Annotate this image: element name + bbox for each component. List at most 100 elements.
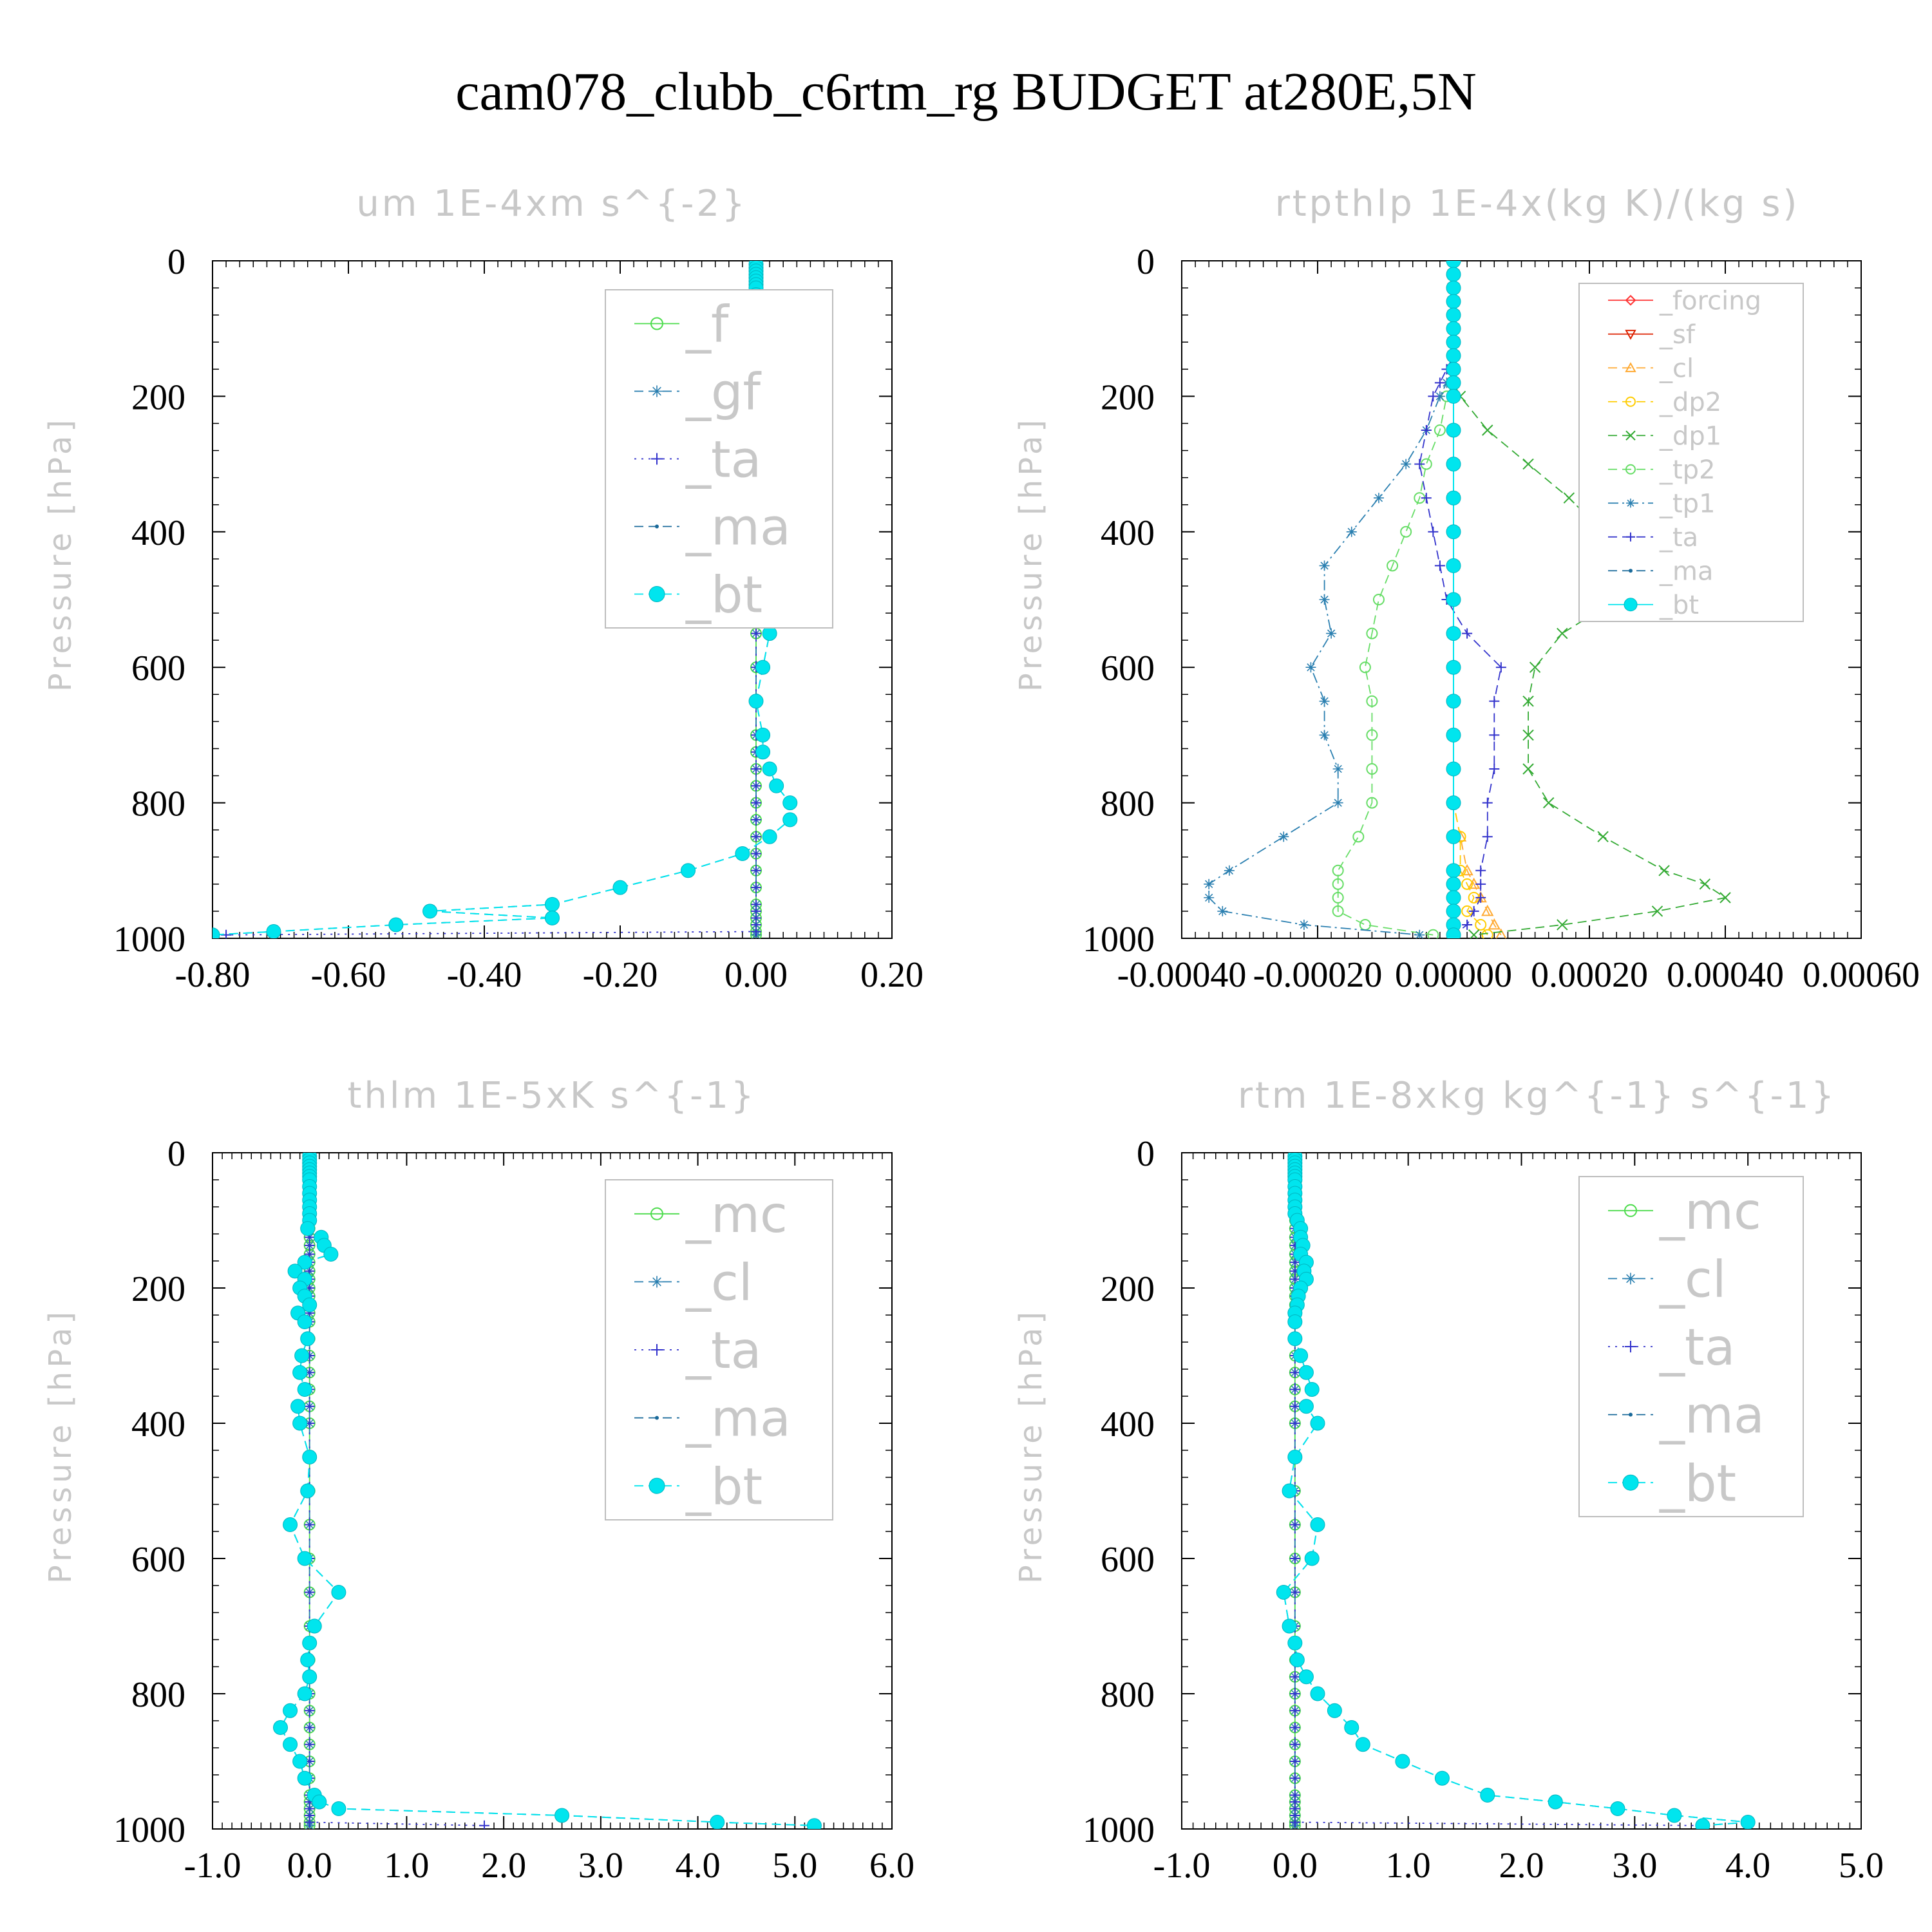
series-bt-point	[294, 1348, 310, 1363]
series-tp2-point	[1366, 763, 1378, 775]
series-tp1-line	[1208, 261, 1454, 936]
legend-item: _ta	[1608, 523, 1698, 553]
legend-label: _ma	[1659, 1387, 1765, 1445]
series-bt-point	[302, 1635, 317, 1651]
legend-marker	[1625, 362, 1636, 372]
series-bt-point	[545, 910, 560, 925]
legend-marker	[1625, 464, 1636, 475]
series-layer	[273, 1153, 822, 1829]
series-ta-point	[304, 1722, 315, 1733]
series-ta-point	[1475, 892, 1486, 903]
series-tp1-point	[1224, 865, 1235, 876]
series-bt-point	[755, 727, 771, 743]
legend-item: _bt	[634, 567, 762, 625]
y-tick-label: 200	[131, 1269, 185, 1309]
panel-rtpthlp: rtpthlp 1E-4x(kg K)/(kg s) Pressure [hPa…	[1013, 183, 1920, 995]
legend-item: _gf	[634, 364, 762, 422]
legend-marker	[1625, 294, 1636, 306]
legend-label: _ta	[1659, 1319, 1735, 1377]
y-tick-label: 600	[1101, 649, 1155, 688]
legend-label: _cl	[685, 1254, 753, 1312]
series-bt-point	[1298, 1399, 1314, 1414]
x-tick-label: 2.0	[1499, 1846, 1544, 1886]
series-ta-point	[751, 814, 761, 825]
y-tick-label: 400	[131, 513, 185, 553]
series-dp2-point	[1461, 878, 1473, 890]
legend-label: _dp1	[1659, 422, 1721, 451]
series-ta-point	[1289, 1756, 1300, 1766]
legend-item: _dp1	[1608, 422, 1721, 451]
y-axis-label: Pressure [hPa]	[1013, 416, 1049, 692]
legend-label: _ta	[1659, 523, 1698, 553]
series-dp1-point	[1699, 878, 1711, 890]
x-tick-label: 1.0	[384, 1846, 429, 1886]
series-ta-point	[1289, 1367, 1300, 1378]
series-bt-point	[331, 1801, 346, 1816]
series-bt	[273, 1153, 822, 1829]
legend-item: _bt	[634, 1458, 762, 1516]
legend-marker	[651, 453, 663, 465]
series-ta-point	[304, 1401, 315, 1412]
legend-label: _ma	[685, 1390, 791, 1448]
series-bt-point	[1287, 1635, 1303, 1651]
x-tick-label: -0.60	[311, 955, 386, 995]
series-bt-point	[300, 1221, 316, 1236]
legend-item: _ta	[634, 431, 761, 489]
legend-item: _f	[634, 296, 730, 354]
series-bt-point	[1446, 361, 1461, 377]
x-tick-label: -0.20	[583, 955, 658, 995]
legend-marker	[651, 1344, 663, 1356]
series-ta-point	[1289, 1587, 1300, 1598]
series-bt-point	[1355, 1737, 1370, 1752]
series-bt-point	[1446, 388, 1461, 404]
legend-marker	[650, 1207, 663, 1220]
series-bt-point	[1310, 1416, 1325, 1431]
y-tick-label: 0	[1137, 1134, 1155, 1174]
panel-rtm: rtm 1E-8xkg kg^{-1} s^{-1} Pressure [hPa…	[1013, 1075, 1884, 1886]
series-tp2-point	[1434, 424, 1446, 436]
legend-label: _forcing	[1659, 287, 1761, 316]
y-tick-label: 400	[1101, 513, 1155, 553]
series-ta-point	[304, 1705, 315, 1716]
legend-label: _ma	[1659, 557, 1713, 587]
series-ta-point	[751, 865, 761, 876]
series-ta-point	[751, 882, 761, 893]
y-tick-label: 800	[131, 784, 185, 824]
legend-item: _tp1	[1608, 489, 1716, 519]
x-tick-label: 0.00	[724, 955, 788, 995]
series-tp1-point	[1217, 905, 1228, 916]
legend-label: _bt	[685, 567, 762, 625]
series-bt-point	[1446, 348, 1461, 363]
legend-label: _bt	[685, 1458, 762, 1516]
series-bt-point	[1446, 294, 1461, 309]
series-tp1-point	[1401, 459, 1412, 469]
series-ta-point	[1482, 831, 1493, 842]
legend-marker	[1629, 569, 1633, 573]
y-tick-label: 800	[1101, 784, 1155, 824]
series-bt-point	[1446, 795, 1461, 811]
legend-marker	[1622, 1474, 1639, 1491]
y-tick-label: 200	[131, 377, 185, 417]
series-dp1-point	[1522, 763, 1534, 775]
legend-marker	[1624, 1204, 1637, 1217]
legend-item: _cl	[1608, 354, 1694, 384]
figure-title: cam078_clubb_c6rtm_rg BUDGET at280E,5N	[455, 62, 1477, 122]
series-bt-point	[1667, 1808, 1682, 1823]
x-tick-label: 5.0	[1839, 1846, 1884, 1886]
series-tp2-point	[1332, 891, 1344, 904]
series-bt-point	[1282, 1618, 1297, 1634]
legend-marker	[650, 317, 663, 330]
y-tick-label: 400	[131, 1405, 185, 1444]
series-tp2-point	[1332, 864, 1344, 876]
series-tp2-point	[1366, 729, 1378, 741]
series-bt-point	[388, 917, 404, 933]
series-bt-point	[1548, 1794, 1563, 1810]
series-tp2	[1332, 261, 1459, 938]
series-dp2-point	[1481, 929, 1493, 938]
series-bt-point	[1446, 490, 1461, 506]
series-ta-point	[1289, 1739, 1300, 1750]
legend-marker	[1629, 1412, 1633, 1417]
series-bt-point	[1446, 267, 1461, 282]
series-bt-point	[1327, 1703, 1342, 1718]
